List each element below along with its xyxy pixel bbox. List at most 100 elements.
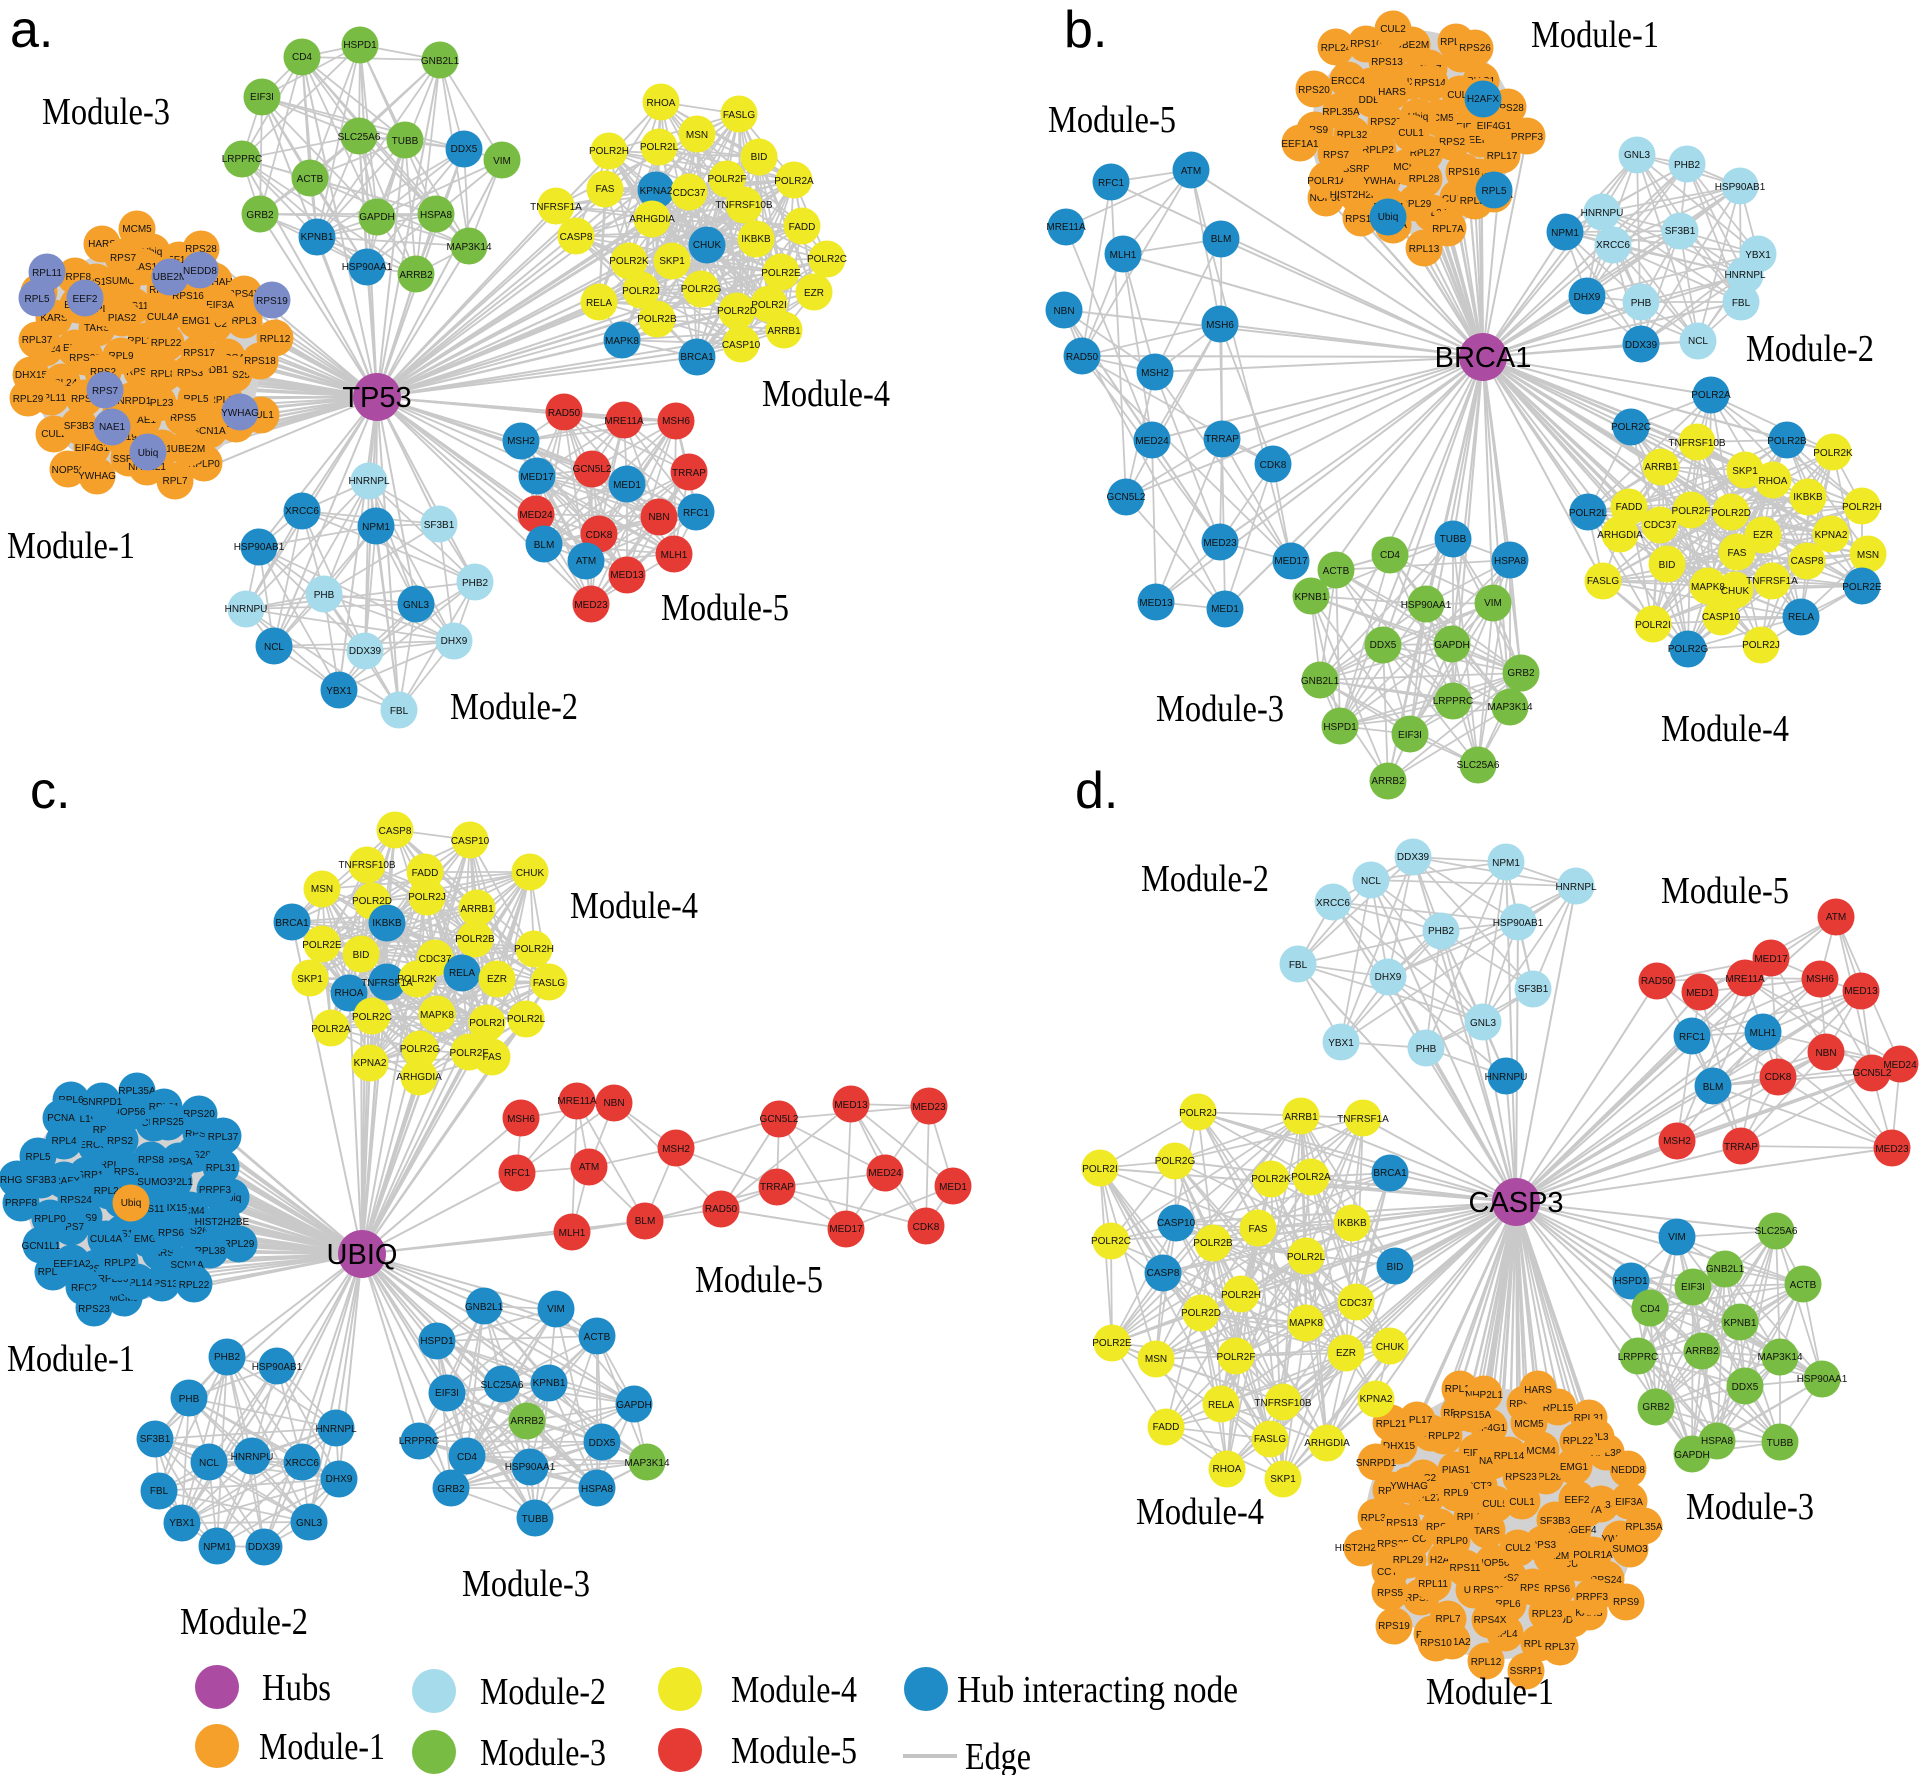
svg-text:BLM: BLM bbox=[635, 1216, 656, 1227]
svg-text:RHOA: RHOA bbox=[335, 988, 364, 999]
svg-text:POLR2B: POLR2B bbox=[637, 314, 677, 325]
svg-text:RPS28: RPS28 bbox=[185, 244, 217, 255]
svg-text:ATM: ATM bbox=[576, 556, 596, 567]
svg-text:FASLG: FASLG bbox=[533, 978, 565, 989]
svg-text:MAP3K14: MAP3K14 bbox=[1487, 702, 1532, 713]
svg-text:RPL12: RPL12 bbox=[1471, 1657, 1502, 1668]
svg-text:GCN5L2: GCN5L2 bbox=[760, 1114, 799, 1125]
svg-text:NBN: NBN bbox=[1053, 306, 1074, 317]
svg-text:CDC37: CDC37 bbox=[673, 188, 706, 199]
svg-text:RPS6: RPS6 bbox=[158, 1228, 185, 1239]
svg-text:Module-3: Module-3 bbox=[480, 1732, 606, 1774]
svg-text:HIST2H2BE: HIST2H2BE bbox=[1335, 1543, 1390, 1554]
svg-text:Module-2: Module-2 bbox=[450, 686, 578, 728]
svg-text:CUL1: CUL1 bbox=[1509, 1497, 1535, 1508]
svg-text:RPL11: RPL11 bbox=[1418, 1579, 1448, 1590]
svg-text:DHX9: DHX9 bbox=[326, 1474, 353, 1485]
svg-text:HSP90AB1: HSP90AB1 bbox=[234, 542, 285, 553]
svg-text:CUL2: CUL2 bbox=[41, 429, 67, 440]
svg-text:NCL: NCL bbox=[1361, 876, 1381, 887]
svg-text:SLC25A6: SLC25A6 bbox=[481, 1380, 524, 1391]
svg-text:NEDD8: NEDD8 bbox=[183, 266, 217, 277]
svg-text:RPS26: RPS26 bbox=[176, 1226, 208, 1237]
svg-text:POLR2J: POLR2J bbox=[1179, 1108, 1217, 1119]
svg-text:CUL4A: CUL4A bbox=[147, 312, 180, 323]
svg-text:MED1: MED1 bbox=[1686, 988, 1714, 999]
svg-text:EEF1A2: EEF1A2 bbox=[53, 1259, 91, 1270]
svg-text:GAPDH: GAPDH bbox=[616, 1400, 652, 1411]
svg-text:MED1: MED1 bbox=[1211, 604, 1239, 615]
svg-text:VIM: VIM bbox=[1484, 598, 1502, 609]
svg-text:MAPK8: MAPK8 bbox=[1691, 582, 1725, 593]
svg-text:RPS4X: RPS4X bbox=[228, 289, 261, 300]
svg-text:Ubiq: Ubiq bbox=[1378, 212, 1399, 223]
svg-text:RPL22: RPL22 bbox=[151, 338, 182, 349]
svg-text:MED13: MED13 bbox=[1139, 598, 1173, 609]
svg-text:MED23: MED23 bbox=[912, 1102, 946, 1113]
svg-text:RPL5: RPL5 bbox=[183, 394, 208, 405]
svg-text:NBN: NBN bbox=[1815, 1048, 1836, 1059]
svg-text:MSH6: MSH6 bbox=[1806, 974, 1834, 985]
svg-text:Module-2: Module-2 bbox=[1746, 328, 1874, 370]
svg-text:HNRNPU: HNRNPU bbox=[1581, 208, 1624, 219]
svg-text:MED13: MED13 bbox=[834, 1100, 868, 1111]
svg-text:HARS: HARS bbox=[1378, 87, 1406, 98]
svg-text:RPL9: RPL9 bbox=[108, 351, 133, 362]
svg-text:TUBB: TUBB bbox=[1767, 1438, 1794, 1449]
svg-text:Module-2: Module-2 bbox=[1141, 858, 1269, 900]
svg-text:MCM4: MCM4 bbox=[175, 1206, 205, 1217]
svg-text:POLR2L: POLR2L bbox=[1287, 1252, 1326, 1263]
svg-text:POLR2D: POLR2D bbox=[352, 896, 392, 907]
svg-text:ERCC4: ERCC4 bbox=[79, 1140, 113, 1151]
svg-text:EEF2: EEF2 bbox=[72, 294, 97, 305]
svg-text:POLR2E: POLR2E bbox=[761, 268, 801, 279]
svg-text:H2AFX: H2AFX bbox=[48, 1176, 81, 1187]
svg-text:a.: a. bbox=[10, 1, 53, 59]
svg-text:HSP90AB1: HSP90AB1 bbox=[1493, 918, 1544, 929]
svg-text:EIF3I: EIF3I bbox=[1398, 730, 1422, 741]
svg-text:CUL5: CUL5 bbox=[1447, 90, 1473, 101]
svg-text:MCM5: MCM5 bbox=[1514, 1419, 1544, 1430]
svg-text:RPL29: RPL29 bbox=[224, 1239, 255, 1250]
svg-text:POLR2D: POLR2D bbox=[1711, 508, 1751, 519]
svg-text:RPL37: RPL37 bbox=[1545, 1642, 1576, 1653]
svg-text:RPL34: RPL34 bbox=[1417, 208, 1448, 219]
svg-text:SF3B1: SF3B1 bbox=[1665, 226, 1696, 237]
svg-text:RPL32: RPL32 bbox=[1337, 130, 1368, 141]
svg-text:SSRP1: SSRP1 bbox=[1510, 1666, 1543, 1677]
svg-text:CDC37: CDC37 bbox=[1340, 1298, 1373, 1309]
svg-text:CUL2: CUL2 bbox=[1505, 1543, 1531, 1554]
svg-text:RPS2: RPS2 bbox=[107, 1136, 134, 1147]
svg-text:RPS24: RPS24 bbox=[60, 1195, 92, 1206]
svg-text:PRPF3: PRPF3 bbox=[1511, 132, 1544, 143]
svg-text:TARS: TARS bbox=[84, 323, 110, 334]
svg-text:RPL12: RPL12 bbox=[260, 334, 291, 345]
svg-text:SF3B1: SF3B1 bbox=[1518, 984, 1549, 995]
svg-text:CASP8: CASP8 bbox=[379, 826, 412, 837]
svg-text:Edge: Edge bbox=[965, 1736, 1031, 1775]
svg-text:PHB: PHB bbox=[179, 1394, 200, 1405]
svg-text:Module-1: Module-1 bbox=[259, 1726, 385, 1768]
svg-text:RPS20: RPS20 bbox=[1473, 1585, 1505, 1596]
svg-text:NBN: NBN bbox=[648, 512, 669, 523]
svg-text:HSPD1: HSPD1 bbox=[420, 1336, 454, 1347]
svg-text:RPL37: RPL37 bbox=[1460, 196, 1491, 207]
svg-text:CDK8: CDK8 bbox=[1260, 460, 1287, 471]
svg-text:RPL38: RPL38 bbox=[209, 395, 240, 406]
svg-text:SUMO3: SUMO3 bbox=[137, 1177, 173, 1188]
svg-text:CASP10: CASP10 bbox=[451, 836, 490, 847]
svg-text:KPNA2: KPNA2 bbox=[1815, 530, 1848, 541]
svg-text:GRB2: GRB2 bbox=[1507, 668, 1535, 679]
svg-text:BLM: BLM bbox=[534, 540, 555, 551]
svg-text:TNFRSF10B: TNFRSF10B bbox=[338, 860, 396, 871]
svg-text:ARHGDIA: ARHGDIA bbox=[629, 214, 675, 225]
svg-text:HSP90AB1: HSP90AB1 bbox=[1715, 182, 1766, 193]
svg-text:MED23: MED23 bbox=[1875, 1144, 1909, 1155]
svg-text:MAP3K14: MAP3K14 bbox=[446, 242, 491, 253]
svg-text:SUMO3: SUMO3 bbox=[1612, 1544, 1648, 1555]
svg-text:PHB: PHB bbox=[314, 590, 335, 601]
svg-text:RPL17: RPL17 bbox=[89, 304, 120, 315]
svg-text:DDX5: DDX5 bbox=[1370, 640, 1397, 651]
svg-text:POLR2B: POLR2B bbox=[1193, 1238, 1233, 1249]
svg-text:Module-5: Module-5 bbox=[661, 587, 789, 629]
